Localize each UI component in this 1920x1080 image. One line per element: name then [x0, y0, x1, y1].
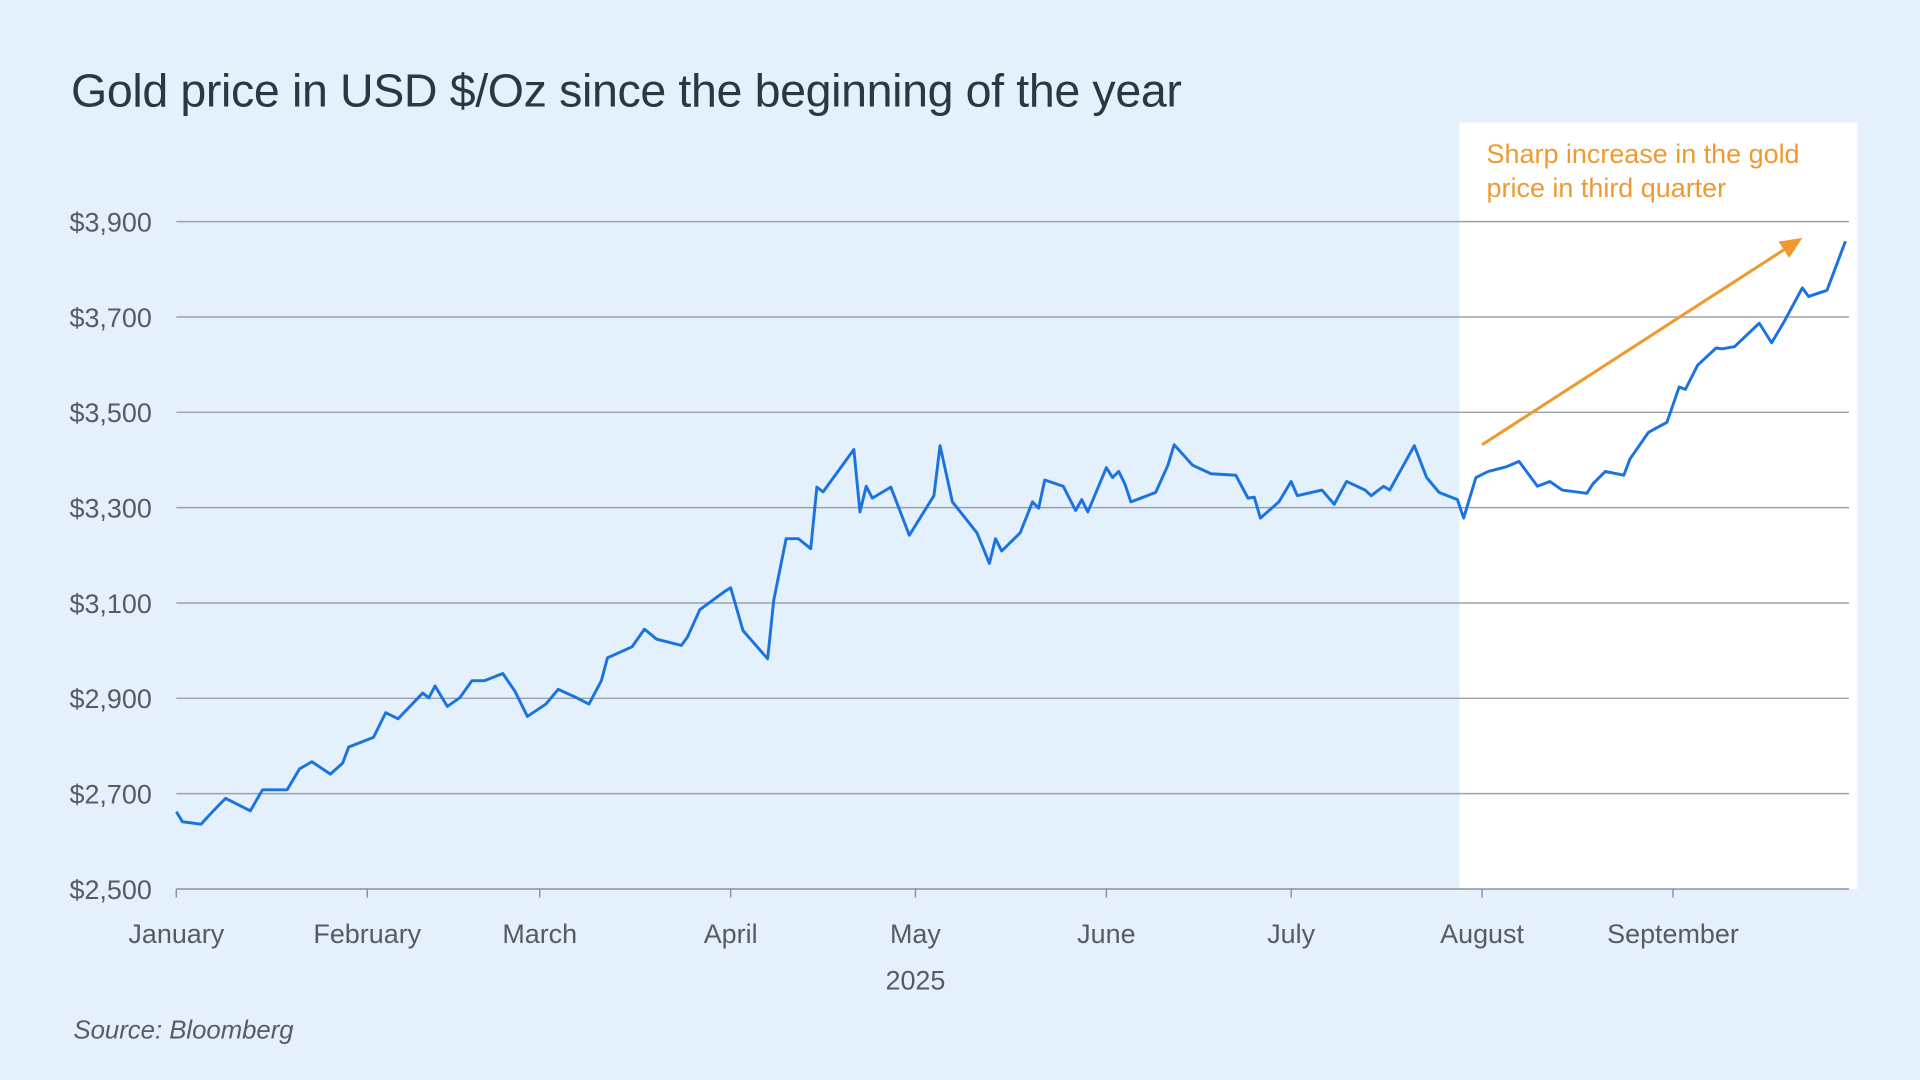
annotation-arrowhead-icon — [1778, 237, 1803, 259]
y-tick-label: $3,500 — [69, 398, 151, 428]
annotation-text: Sharp increase in the gold price in thir… — [1486, 138, 1800, 204]
x-tick-label: September — [1607, 919, 1739, 949]
x-tick-label: February — [313, 919, 421, 949]
x-tick-label: January — [128, 919, 224, 949]
x-tick-label: March — [502, 919, 577, 949]
y-tick-label: $2,700 — [69, 779, 151, 809]
price-line — [175, 240, 1847, 826]
x-axis-label: 2025 — [885, 965, 945, 995]
x-tick-label: July — [1267, 919, 1315, 949]
y-tick-label: $3,100 — [69, 589, 151, 619]
x-tick-label: April — [704, 919, 758, 949]
y-tick-label: $3,900 — [69, 207, 151, 237]
source-note: Source: Bloomberg — [73, 1016, 294, 1045]
annotation-arrow-line — [1481, 248, 1785, 447]
y-tick-label: $3,700 — [69, 303, 151, 333]
x-tick-label: August — [1440, 919, 1524, 949]
y-tick-label: $3,300 — [69, 493, 151, 523]
x-tick-label: June — [1077, 919, 1135, 949]
y-tick-label: $2,900 — [69, 684, 151, 714]
x-tick-label: May — [890, 919, 941, 949]
y-tick-label: $2,500 — [69, 875, 151, 905]
highlight-region — [1459, 122, 1858, 889]
chart-title: Gold price in USD $/Oz since the beginni… — [71, 66, 1182, 118]
